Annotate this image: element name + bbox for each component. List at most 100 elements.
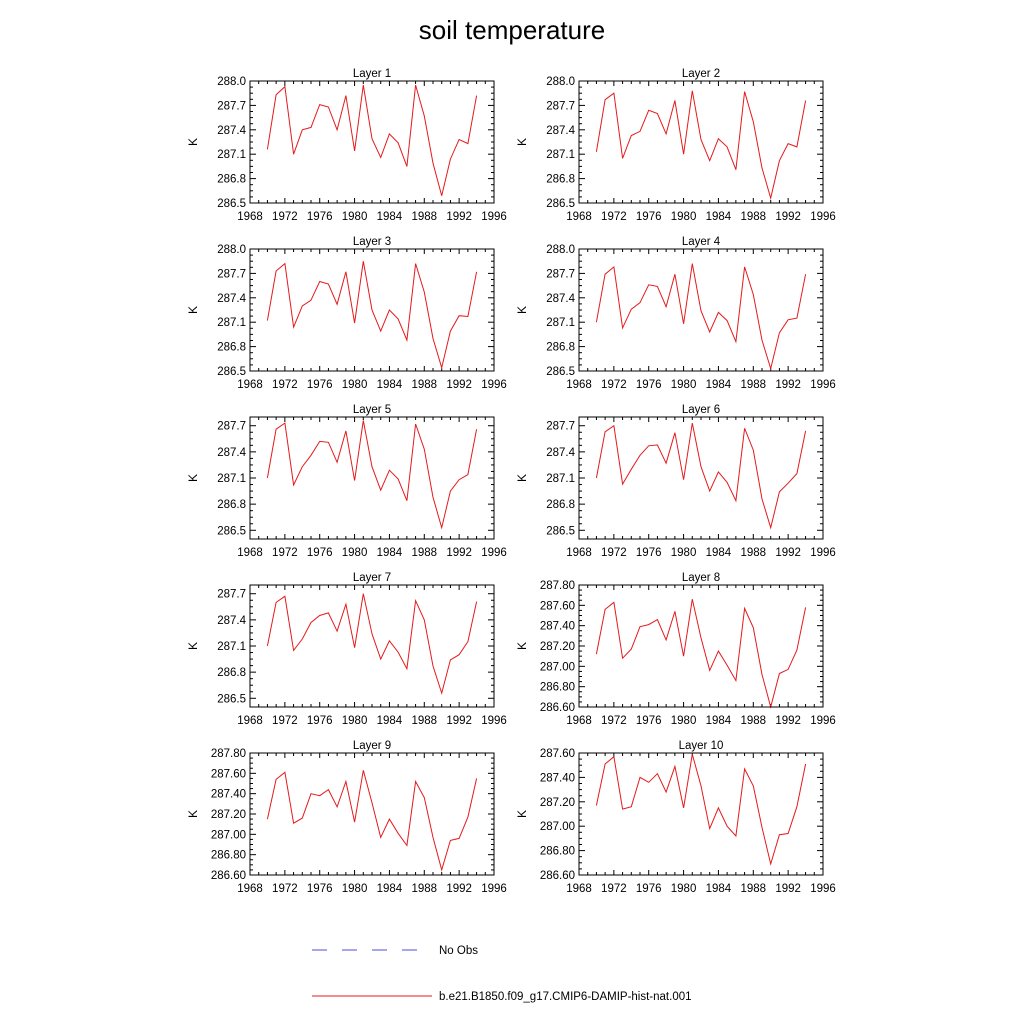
x-tick-label: 1988 xyxy=(740,379,766,391)
plot-frame xyxy=(578,248,824,372)
x-tick-label: 1968 xyxy=(237,211,263,223)
panel-title: Layer 5 xyxy=(353,404,391,416)
y-axis-label: K xyxy=(515,810,529,818)
plot-frame xyxy=(578,416,824,540)
y-tick-label: 287.1 xyxy=(217,149,246,161)
x-tick-label: 1984 xyxy=(377,211,403,223)
y-tick-label: 287.00 xyxy=(540,821,575,833)
x-tick-label: 1968 xyxy=(566,547,592,559)
y-tick-label: 287.80 xyxy=(540,580,575,592)
y-axis-label: K xyxy=(186,306,200,314)
x-tick-label: 1996 xyxy=(481,211,507,223)
x-tick-label: 1976 xyxy=(307,379,333,391)
x-tick-label: 1988 xyxy=(740,547,766,559)
x-tick-label: 1984 xyxy=(706,211,732,223)
y-tick-label: 287.4 xyxy=(217,447,246,459)
y-tick-label: 287.7 xyxy=(217,589,246,601)
y-tick-label: 287.60 xyxy=(540,748,575,760)
chart-panel-8: Layer 8 K 1968 1972 1976 1980 1984 1988 1992 1996… xyxy=(515,572,836,727)
plot-frame xyxy=(578,80,824,204)
x-tick-label: 1972 xyxy=(272,883,298,895)
legend-no-obs-label: No Obs xyxy=(439,945,478,957)
x-tick-label: 1992 xyxy=(446,883,472,895)
x-tick-label: 1988 xyxy=(411,211,437,223)
panel-title: Layer 3 xyxy=(353,236,391,248)
x-tick-label: 1984 xyxy=(706,715,732,727)
y-tick-label: 286.5 xyxy=(217,693,246,705)
series-line xyxy=(595,90,807,201)
y-tick-label: 286.8 xyxy=(546,174,575,186)
y-tick-label: 287.20 xyxy=(540,641,575,653)
x-tick-label: 1976 xyxy=(307,883,333,895)
y-axis-label: K xyxy=(515,642,529,650)
chart-panel-4: Layer 4 K 1968 1972 1976 1980 1984 1988 1992 1996… xyxy=(515,236,836,391)
y-tick-label: 287.1 xyxy=(217,317,246,329)
x-tick-label: 1980 xyxy=(671,211,697,223)
y-tick-label: 287.1 xyxy=(546,317,575,329)
y-tick-label: 287.1 xyxy=(217,641,246,653)
y-tick-label: 288.0 xyxy=(217,76,246,88)
x-tick-label: 1976 xyxy=(636,547,662,559)
x-tick-label: 1976 xyxy=(307,715,333,727)
panel-title: Layer 4 xyxy=(682,236,721,248)
y-tick-label: 287.80 xyxy=(211,748,246,760)
y-axis-label: K xyxy=(186,138,200,146)
chart-panel-6: Layer 6 K 1968 1972 1976 1980 1984 1988 1992 1996… xyxy=(515,404,836,559)
panel-title: Layer 1 xyxy=(353,68,391,80)
y-tick-label: 286.60 xyxy=(540,870,575,882)
x-tick-label: 1992 xyxy=(775,715,801,727)
x-tick-label: 1976 xyxy=(636,883,662,895)
x-tick-label: 1992 xyxy=(446,547,472,559)
y-tick-label: 288.0 xyxy=(546,76,575,88)
y-tick-label: 286.8 xyxy=(546,499,575,511)
y-tick-label: 287.1 xyxy=(546,473,575,485)
panel-title: Layer 10 xyxy=(679,740,724,752)
y-tick-label: 287.40 xyxy=(211,789,246,801)
series-line xyxy=(266,770,478,872)
x-tick-label: 1984 xyxy=(377,547,403,559)
plot-frame xyxy=(578,752,824,876)
x-tick-label: 1972 xyxy=(272,547,298,559)
y-tick-label: 286.8 xyxy=(217,174,246,186)
y-tick-label: 287.7 xyxy=(217,421,246,433)
y-tick-label: 287.7 xyxy=(546,268,575,280)
y-axis-label: K xyxy=(186,474,200,482)
y-tick-label: 286.80 xyxy=(540,846,575,858)
panel-title: Layer 7 xyxy=(353,572,391,584)
series-line xyxy=(595,263,807,371)
x-tick-label: 1988 xyxy=(740,211,766,223)
plot-frame xyxy=(249,584,495,708)
y-tick-label: 286.8 xyxy=(217,667,246,679)
panel-title: Layer 6 xyxy=(682,404,720,416)
x-tick-label: 1992 xyxy=(775,379,801,391)
y-axis-label: K xyxy=(515,306,529,314)
legend: No Obs b.e21.B1850.f09_g17.CMIP6-DAMIP-h… xyxy=(312,945,692,1003)
x-tick-label: 1972 xyxy=(601,379,627,391)
x-tick-label: 1976 xyxy=(636,715,662,727)
panel-title: Layer 9 xyxy=(353,740,391,752)
y-tick-label: 287.00 xyxy=(211,829,246,841)
x-tick-label: 1984 xyxy=(706,547,732,559)
x-tick-label: 1984 xyxy=(706,379,732,391)
y-tick-label: 287.40 xyxy=(540,621,575,633)
y-tick-label: 287.1 xyxy=(546,149,575,161)
y-tick-label: 286.5 xyxy=(217,525,246,537)
x-tick-label: 1980 xyxy=(342,547,368,559)
x-tick-label: 1988 xyxy=(411,379,437,391)
y-tick-label: 287.4 xyxy=(217,615,246,627)
x-tick-label: 1992 xyxy=(446,715,472,727)
figure-title: soil temperature xyxy=(419,15,605,45)
y-tick-label: 287.4 xyxy=(546,447,575,459)
legend-model-label: b.e21.B1850.f09_g17.CMIP6-DAMIP-hist-nat… xyxy=(439,991,692,1003)
y-tick-label: 286.80 xyxy=(211,850,246,862)
x-tick-label: 1988 xyxy=(411,715,437,727)
y-tick-label: 288.0 xyxy=(546,244,575,256)
x-tick-label: 1988 xyxy=(740,883,766,895)
x-tick-label: 1968 xyxy=(566,379,592,391)
x-tick-label: 1992 xyxy=(775,547,801,559)
x-tick-label: 1980 xyxy=(671,547,697,559)
x-tick-label: 1980 xyxy=(342,883,368,895)
x-tick-label: 1984 xyxy=(377,883,403,895)
y-tick-label: 287.60 xyxy=(211,768,246,780)
plot-frame xyxy=(249,416,495,540)
